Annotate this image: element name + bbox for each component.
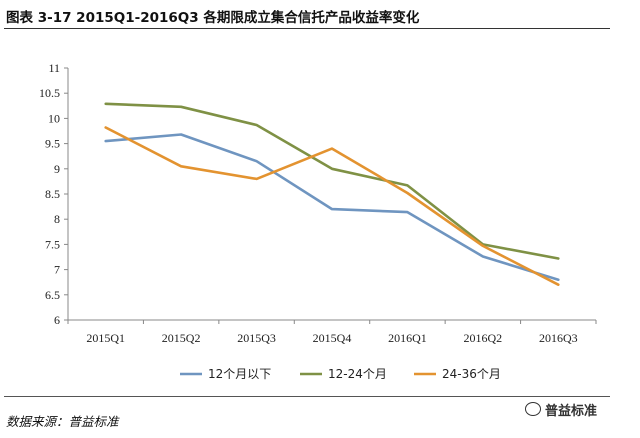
legend-label: 24-36个月 — [442, 367, 501, 381]
wechat-icon — [525, 402, 541, 416]
series-line-2 — [104, 102, 560, 260]
y-tick-label: 8 — [54, 212, 60, 226]
footer-divider — [4, 396, 610, 397]
x-tick-label: 2015Q1 — [86, 331, 125, 345]
x-tick-label: 2015Q2 — [162, 331, 201, 345]
x-tick-label: 2015Q4 — [313, 331, 352, 345]
y-tick-label: 6 — [54, 313, 60, 327]
y-tick-label: 6.5 — [45, 288, 60, 302]
y-tick-label: 9.5 — [45, 137, 60, 151]
watermark: 普益标准 — [525, 400, 597, 419]
legend-label: 12个月以下 — [208, 367, 271, 381]
y-tick-label: 10 — [48, 111, 60, 125]
series-lines — [104, 102, 560, 287]
x-tick-label: 2016Q1 — [388, 331, 427, 345]
series-line-3 — [104, 126, 560, 287]
y-tick-label: 7 — [54, 263, 60, 277]
y-tick-label: 10.5 — [39, 86, 60, 100]
y-tick-label: 11 — [48, 61, 60, 75]
x-tick-labels: 2015Q1 2015Q2 2015Q3 2015Q4 2016Q1 2016Q2 2016… — [67, 320, 597, 345]
series-line-1 — [104, 133, 560, 282]
y-tick-label: 7.5 — [45, 237, 60, 251]
y-tick-label: 8.5 — [45, 187, 60, 201]
x-tick-label: 2016Q2 — [464, 331, 503, 345]
watermark-text: 普益标准 — [545, 404, 598, 419]
y-tick-label: 9 — [54, 162, 60, 176]
x-tick-label: 2015Q3 — [237, 331, 276, 345]
chart-title: 图表 3-17 2015Q1-2016Q3 各期限成立集合信托产品收益率变化 — [6, 10, 420, 26]
x-tick-label: 2016Q3 — [539, 331, 578, 345]
legend: 12个月以下 12-24个月 24-36个月 — [180, 367, 501, 381]
title-divider — [4, 28, 610, 29]
y-tick-labels: 6 6.5 7 7.5 8 8.5 9 9.5 10 10.5 11 — [39, 61, 68, 327]
legend-label: 12-24个月 — [328, 367, 387, 381]
data-source-note: 数据来源：普益标准 — [6, 414, 119, 429]
